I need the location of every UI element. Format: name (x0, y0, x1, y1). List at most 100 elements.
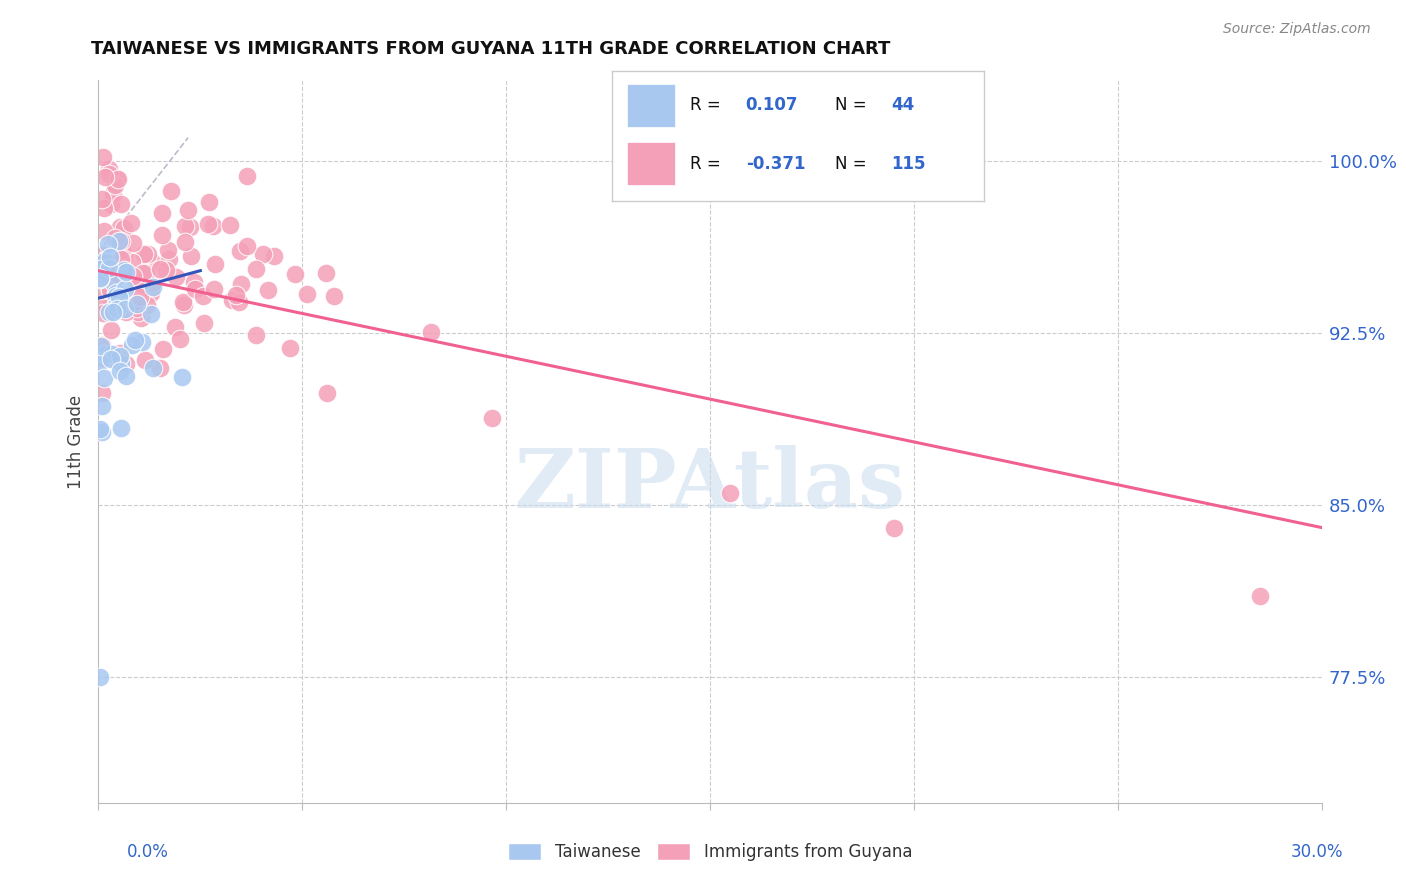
Point (110, 356, 132, 370)
Point (115, 357, 138, 371)
Point (110, 234, 132, 248)
Point (263, 249, 285, 263)
Point (183, 275, 205, 289)
Point (323, 289, 346, 303)
Point (89, 262, 111, 277)
Point (115, 304, 138, 318)
Point (174, 219, 197, 233)
Point (129, 290, 152, 304)
Point (111, 243, 134, 257)
Point (103, 256, 125, 270)
Point (91, 150, 114, 164)
Point (141, 285, 163, 300)
Point (136, 247, 159, 261)
Point (98, 250, 121, 264)
Point (100, 197, 122, 211)
Point (97, 237, 120, 252)
Point (125, 297, 148, 311)
Text: ZIPAtlas: ZIPAtlas (515, 445, 905, 524)
Point (172, 295, 194, 310)
Point (89, 670, 111, 684)
Point (108, 290, 131, 304)
Point (225, 288, 247, 302)
Point (141, 277, 163, 291)
Point (90, 339, 112, 353)
Point (152, 342, 174, 356)
Text: 115: 115 (891, 155, 925, 173)
Point (129, 311, 152, 326)
Point (97, 161, 120, 176)
Text: 30.0%: 30.0% (1291, 843, 1343, 861)
Point (163, 320, 186, 334)
Point (1249, 590, 1271, 604)
Point (103, 186, 125, 201)
Point (204, 282, 226, 296)
Point (91, 247, 114, 261)
Point (252, 247, 274, 261)
Point (141, 255, 163, 269)
Point (177, 202, 200, 217)
Point (112, 250, 135, 264)
Legend: Taiwanese, Immigrants from Guyana: Taiwanese, Immigrants from Guyana (501, 837, 920, 868)
Point (228, 295, 250, 310)
Point (91, 267, 114, 281)
Point (94, 297, 117, 311)
Point (91, 283, 114, 297)
Point (105, 267, 128, 281)
Point (114, 302, 136, 317)
Point (229, 244, 252, 258)
Point (236, 169, 259, 183)
Point (93, 201, 115, 215)
Text: R =: R = (690, 155, 721, 173)
Point (883, 520, 905, 534)
Point (173, 298, 195, 312)
Point (108, 219, 131, 234)
Point (150, 206, 173, 220)
Point (127, 301, 149, 315)
Text: N =: N = (835, 155, 866, 173)
Point (127, 305, 149, 319)
Point (134, 353, 156, 368)
Bar (627, 85, 675, 127)
Point (104, 286, 127, 301)
Text: R =: R = (690, 96, 721, 114)
Point (149, 262, 172, 277)
Point (136, 298, 159, 312)
Point (100, 352, 122, 367)
Point (108, 345, 131, 359)
Point (91, 338, 114, 352)
Point (94, 169, 117, 184)
Point (419, 326, 441, 340)
Point (112, 220, 135, 235)
Text: N =: N = (835, 96, 866, 114)
Point (169, 332, 191, 346)
Point (97, 167, 120, 181)
Point (98, 283, 121, 297)
Point (204, 257, 226, 271)
Y-axis label: 11th Grade: 11th Grade (66, 394, 84, 489)
Point (105, 172, 128, 186)
Point (91, 400, 114, 414)
Point (98, 293, 121, 307)
Point (201, 219, 224, 233)
Point (93, 371, 115, 385)
Point (134, 246, 156, 260)
Point (98, 283, 121, 297)
Point (218, 218, 240, 232)
Point (100, 323, 122, 337)
Point (120, 216, 142, 230)
Point (295, 286, 318, 301)
Point (142, 280, 165, 294)
Point (481, 411, 503, 425)
Point (718, 486, 742, 500)
Point (97, 305, 120, 319)
Point (91, 386, 114, 401)
Point (110, 252, 132, 267)
Point (142, 360, 165, 375)
Point (284, 267, 307, 281)
Point (104, 297, 127, 311)
Point (104, 288, 127, 302)
Point (132, 274, 155, 288)
Point (121, 338, 143, 352)
Point (141, 307, 163, 321)
